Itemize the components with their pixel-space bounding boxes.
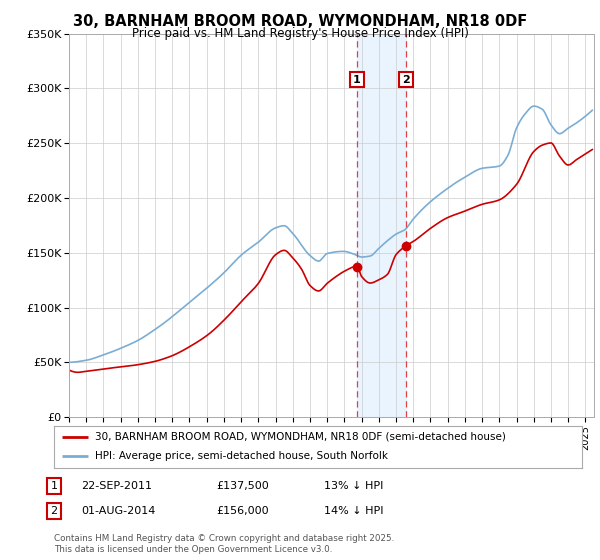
Text: 2: 2 (402, 74, 410, 85)
Text: Contains HM Land Registry data © Crown copyright and database right 2025.
This d: Contains HM Land Registry data © Crown c… (54, 534, 394, 554)
Text: 22-SEP-2011: 22-SEP-2011 (81, 481, 152, 491)
Text: 13% ↓ HPI: 13% ↓ HPI (324, 481, 383, 491)
Text: HPI: Average price, semi-detached house, South Norfolk: HPI: Average price, semi-detached house,… (95, 451, 388, 461)
Text: 2: 2 (50, 506, 58, 516)
Text: 01-AUG-2014: 01-AUG-2014 (81, 506, 155, 516)
Text: £137,500: £137,500 (216, 481, 269, 491)
Text: Price paid vs. HM Land Registry's House Price Index (HPI): Price paid vs. HM Land Registry's House … (131, 27, 469, 40)
Text: 1: 1 (353, 74, 361, 85)
Text: £156,000: £156,000 (216, 506, 269, 516)
Text: 14% ↓ HPI: 14% ↓ HPI (324, 506, 383, 516)
Bar (357, 34, 406, 417)
Text: 30, BARNHAM BROOM ROAD, WYMONDHAM, NR18 0DF (semi-detached house): 30, BARNHAM BROOM ROAD, WYMONDHAM, NR18 … (95, 432, 506, 442)
Text: 30, BARNHAM BROOM ROAD, WYMONDHAM, NR18 0DF: 30, BARNHAM BROOM ROAD, WYMONDHAM, NR18 … (73, 14, 527, 29)
Text: 1: 1 (50, 481, 58, 491)
